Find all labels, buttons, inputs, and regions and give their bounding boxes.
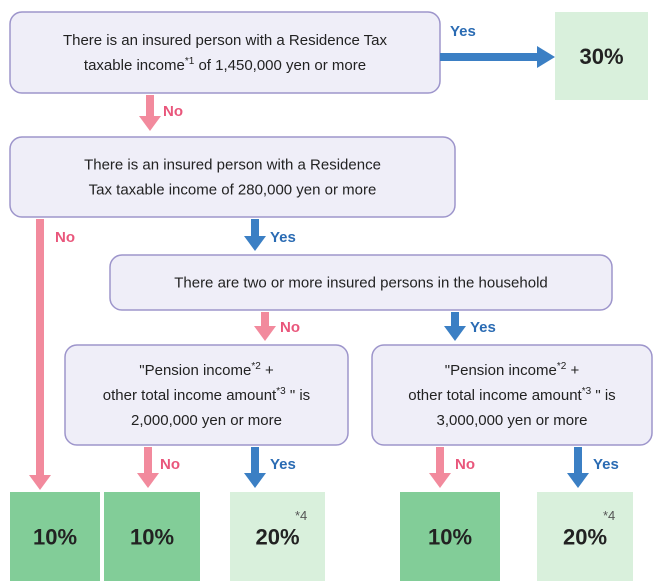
text-segment: "Pension income xyxy=(445,362,557,379)
arrow-head xyxy=(244,236,266,251)
arrow-label: No xyxy=(163,103,183,120)
arrow-shaft xyxy=(144,447,152,474)
arrow-head xyxy=(567,473,589,488)
decision-box xyxy=(9,11,441,94)
text-segment: *3 xyxy=(582,386,592,397)
text-segment: "Pension income xyxy=(139,362,251,379)
arrow-shaft xyxy=(451,312,459,327)
text-segment: *1 xyxy=(185,56,195,67)
outcome-box xyxy=(400,492,500,581)
decision-text: Tax taxable income of 280,000 yen or mor… xyxy=(89,182,377,199)
text-segment: There are two or more insured persons in… xyxy=(174,275,548,292)
decision-text: 2,000,000 yen or more xyxy=(131,412,282,429)
arrow-label: No xyxy=(55,229,75,246)
arrow-shaft xyxy=(146,95,154,117)
decision-text: "Pension income*2 + xyxy=(139,361,274,379)
outcome-rate: 10% xyxy=(33,525,77,550)
text-segment: other total income amount xyxy=(408,387,582,404)
outcome-box xyxy=(10,492,100,581)
arrow-shaft xyxy=(440,53,539,61)
text-segment: " is xyxy=(286,387,311,404)
text-segment: taxable income xyxy=(84,57,185,74)
outcome-rate: 10% xyxy=(428,525,472,550)
decision-text: There are two or more insured persons in… xyxy=(174,275,548,292)
text-segment: 2,000,000 yen or more xyxy=(131,412,282,429)
decision-text: taxable income*1 of 1,450,000 yen or mor… xyxy=(84,56,366,74)
text-segment: *2 xyxy=(557,361,567,372)
arrow-shaft xyxy=(36,219,44,476)
arrow-label: Yes xyxy=(270,229,296,246)
text-segment: Tax taxable income of 280,000 yen or mor… xyxy=(89,182,377,199)
outcome-rate: 10% xyxy=(130,525,174,550)
arrow-label: Yes xyxy=(593,456,619,473)
arrow-shaft xyxy=(251,219,259,237)
outcome-note: *4 xyxy=(295,508,307,523)
arrow-label: No xyxy=(280,319,300,336)
outcome-box xyxy=(555,12,648,100)
arrow-label: No xyxy=(455,456,475,473)
decision-box xyxy=(371,344,653,446)
text-segment: + xyxy=(261,362,274,379)
decision-text: There is an insured person with a Reside… xyxy=(63,32,388,49)
outcome-note: *4 xyxy=(603,508,615,523)
outcome-rate: 20% xyxy=(563,525,607,550)
decision-text: other total income amount*3 " is xyxy=(103,386,310,404)
text-segment: of 1,450,000 yen or more xyxy=(194,57,366,74)
arrow-head xyxy=(429,473,451,488)
arrow-head xyxy=(444,326,466,341)
text-segment: There is an insured person with a Reside… xyxy=(84,157,381,174)
arrow-shaft xyxy=(574,447,582,474)
outcome-rate: 30% xyxy=(579,44,623,69)
decision-text: other total income amount*3 " is xyxy=(408,386,615,404)
arrow-label: Yes xyxy=(270,456,296,473)
decision-box xyxy=(9,136,456,218)
arrow-label: Yes xyxy=(470,319,496,336)
arrow-head xyxy=(254,326,276,341)
arrow-head xyxy=(537,46,555,68)
arrow-shaft xyxy=(436,447,444,474)
arrow-head xyxy=(29,475,51,490)
outcome-rate: 20% xyxy=(255,525,299,550)
text-segment: 3,000,000 yen or more xyxy=(437,412,588,429)
outcome-box xyxy=(537,492,633,581)
text-segment: *3 xyxy=(276,386,286,397)
arrow-head xyxy=(244,473,266,488)
text-segment: other total income amount xyxy=(103,387,277,404)
decision-box xyxy=(109,254,613,311)
outcome-box xyxy=(104,492,200,581)
text-segment: " is xyxy=(591,387,616,404)
decision-text: 3,000,000 yen or more xyxy=(437,412,588,429)
text-segment: There is an insured person with a Reside… xyxy=(63,32,388,49)
text-segment: + xyxy=(566,362,579,379)
arrow-shaft xyxy=(261,312,269,327)
decision-text: There is an insured person with a Reside… xyxy=(84,157,381,174)
arrow-head xyxy=(139,116,161,131)
arrow-label: No xyxy=(160,456,180,473)
arrow-shaft xyxy=(251,447,259,474)
decision-box xyxy=(64,344,349,446)
decision-text: "Pension income*2 + xyxy=(445,361,580,379)
text-segment: *2 xyxy=(251,361,261,372)
outcome-box xyxy=(230,492,325,581)
arrow-head xyxy=(137,473,159,488)
arrow-label: Yes xyxy=(450,23,476,40)
